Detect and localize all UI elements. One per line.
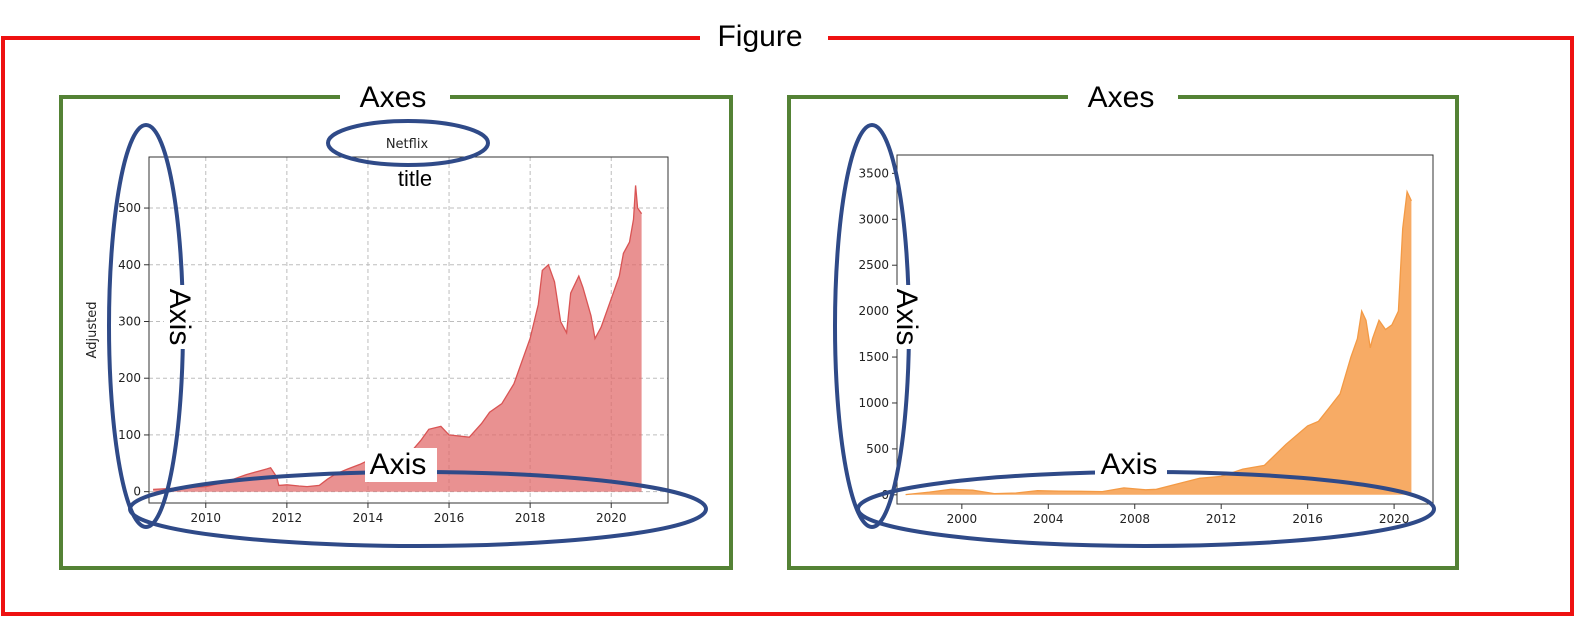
- title-callout-ellipse: [326, 119, 490, 167]
- axes-left-label-bg: [340, 78, 450, 118]
- y-tick-label: 100: [118, 428, 141, 442]
- y-tick-label: 400: [118, 258, 141, 272]
- chart-left-title: Netflix: [386, 137, 429, 152]
- x-tick-label: 2008: [1119, 512, 1150, 526]
- x-axis-callout-label-right: Axis: [1101, 448, 1158, 481]
- chart-left: 2010 2012 2014 2016 2018 2020 0 100 200 300 400 500…: [85, 137, 669, 525]
- y-tick-label: 3000: [858, 212, 889, 226]
- axes-right-label-bg: [1068, 78, 1178, 118]
- x-axis-callout-label-left: Axis: [370, 448, 427, 481]
- x-tick-label: 2020: [1379, 512, 1410, 526]
- chart-left-area: [153, 185, 642, 492]
- axes-right-label: Axes: [1088, 81, 1155, 114]
- y-axis-callout-label-left: Axis: [163, 289, 196, 346]
- chart-right: 2000 2004 2008 2012 2016 20200500100015002000…: [858, 154, 1434, 526]
- chart-left-line: [153, 185, 643, 491]
- y-axis-callout-label-right: Axis: [890, 289, 923, 346]
- y-tick-label: 500: [866, 442, 889, 456]
- y-tick-label: 2500: [858, 258, 889, 272]
- y-tick-label: 2000: [858, 304, 889, 318]
- figure-label: Figure: [717, 20, 802, 53]
- y-tick-label: 500: [118, 201, 141, 215]
- x-axis-callout-label-bg-right: [1095, 448, 1167, 482]
- y-tick-label: 200: [118, 371, 141, 385]
- x-tick-label: 2018: [515, 511, 546, 525]
- chart-left-frame: [148, 156, 669, 504]
- y-tick-label: 3500: [858, 166, 889, 180]
- y-axis-callout-label-bg-left: [164, 285, 192, 349]
- x-tick-label: 2014: [353, 511, 384, 525]
- y-tick-label: 300: [118, 314, 141, 328]
- chart-left-ticks: 2010 2012 2014 2016 2018 2020 0 100 200 300 400 500: [118, 201, 626, 525]
- chart-right-line: [905, 189, 1412, 496]
- x-tick-label: 2010: [190, 511, 221, 525]
- title-callout-label: title: [398, 166, 432, 191]
- x-axis-callout-label-bg-left: [365, 448, 437, 482]
- chart-left-ylabel: Adjusted: [85, 302, 100, 359]
- x-tick-label: 2016: [1292, 512, 1323, 526]
- y-tick-label: 1000: [858, 396, 889, 410]
- x-tick-label: 2012: [272, 511, 303, 525]
- x-tick-label: 2016: [434, 511, 465, 525]
- y-tick-label: 1500: [858, 350, 889, 364]
- axes-left-label: Axes: [360, 81, 427, 114]
- x-tick-label: 2004: [1033, 512, 1064, 526]
- x-axis-callout-ellipse-right: [856, 470, 1436, 548]
- axes-right-callouts: [833, 123, 1436, 548]
- x-tick-label: 2020: [596, 511, 627, 525]
- x-tick-label: 2000: [947, 512, 978, 526]
- chart-right-area: [905, 191, 1412, 495]
- x-tick-label: 2012: [1206, 512, 1237, 526]
- axes-right-border: [787, 95, 1459, 570]
- y-axis-callout-label-bg-right: [891, 285, 919, 349]
- figure-label-bg: [700, 18, 828, 58]
- y-tick-label: 0: [133, 485, 141, 499]
- chart-right-ticks: 2000 2004 2008 2012 2016 20200500100015002000…: [858, 166, 1409, 526]
